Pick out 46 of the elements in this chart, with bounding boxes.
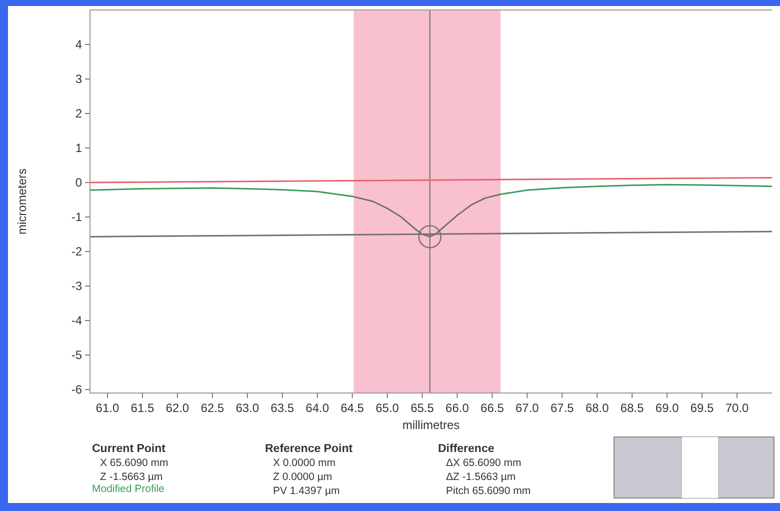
x-tick-label: 69.5 — [690, 401, 714, 415]
y-tick-label: 2 — [75, 106, 82, 121]
x-tick-label: 69.0 — [655, 401, 680, 415]
y-tick-label: -3 — [71, 279, 82, 294]
text: Pitch 65.6090 mm — [446, 485, 531, 497]
x-tick-label: 67.0 — [516, 401, 540, 415]
x-tick-label: 63.5 — [270, 401, 294, 415]
x-tick-label: 68.5 — [620, 401, 644, 415]
x-tick-label: 62.0 — [166, 401, 190, 415]
text: ΔZ -1.5663 µm — [446, 471, 516, 483]
x-tick-label: 68.0 — [585, 401, 610, 415]
text: Modified Profile — [92, 483, 165, 495]
text: ΔX 65.6090 mm — [446, 457, 522, 469]
y-axis-title: micrometers — [15, 168, 29, 235]
line-series — [500, 184, 772, 196]
x-tick-label: 62.5 — [200, 401, 224, 415]
y-tick-label: 0 — [75, 176, 82, 190]
x-tick-label: 64.5 — [340, 401, 364, 415]
x-tick-label: 61.0 — [96, 401, 120, 415]
text: X 65.6090 mm — [100, 457, 169, 469]
y-tick-label: -5 — [71, 348, 82, 362]
text: Difference — [438, 443, 494, 455]
x-tick-label: 70.0 — [725, 401, 750, 415]
y-tick-label: 3 — [75, 72, 82, 86]
text: Z 0.0000 µm — [273, 471, 332, 483]
y-tick-label: -6 — [71, 382, 82, 397]
x-tick-label: 65.0 — [376, 401, 400, 415]
y-tick-label: 4 — [75, 38, 82, 52]
x-tick-label: 65.5 — [410, 401, 434, 415]
x-tick-label: 66.0 — [446, 401, 470, 415]
x-tick-label: 67.5 — [550, 401, 574, 415]
x-tick-label: 63.0 — [236, 401, 260, 415]
x-tick-label: 64.0 — [306, 401, 330, 415]
text: Reference Point — [265, 443, 353, 455]
x-tick-label: 66.5 — [480, 401, 504, 415]
x-axis-title: millimetres — [402, 418, 460, 432]
y-tick-label: -2 — [71, 244, 82, 259]
text: X 0.0000 mm — [273, 457, 336, 469]
y-tick-label: -1 — [71, 210, 82, 224]
y-tick-label: 1 — [75, 141, 82, 156]
y-tick-label: -4 — [71, 314, 82, 328]
x-tick-label: 61.5 — [130, 401, 154, 415]
text: Z -1.5663 µm — [100, 471, 163, 483]
text: Current Point — [92, 443, 166, 455]
line-series — [90, 187, 354, 198]
text: PV 1.4397 µm — [273, 485, 340, 497]
